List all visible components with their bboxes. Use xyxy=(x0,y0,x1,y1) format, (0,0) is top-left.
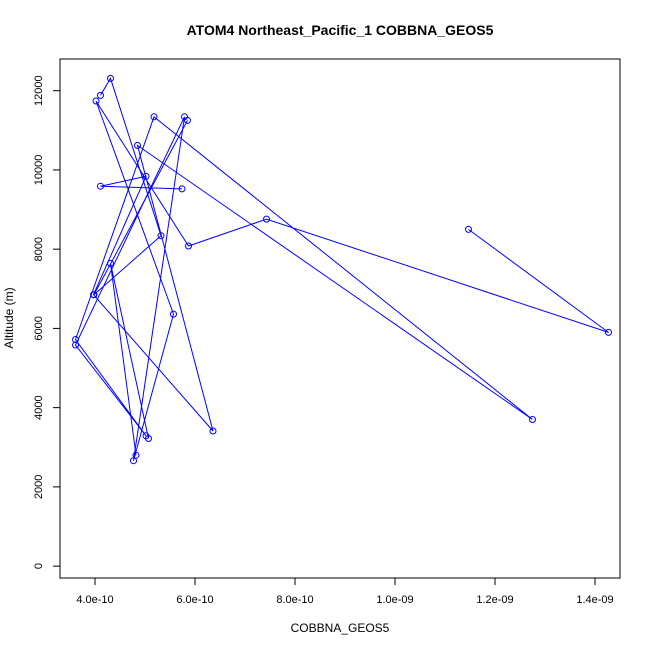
data-point xyxy=(107,74,114,82)
y-tick-label: 12000 xyxy=(33,75,45,106)
x-tick-label: 8.0e-10 xyxy=(276,594,313,606)
y-axis-label: Altitude (m) xyxy=(2,287,16,348)
y-tick-label: 4000 xyxy=(33,395,45,419)
x-axis: 4.0e-10 6.0e-10 8.0e-10 1.0e-09 1.2e-09 1.4e-… xyxy=(76,578,614,606)
data-point xyxy=(150,113,158,121)
y-tick-label: 2000 xyxy=(33,475,45,499)
x-tick-label: 1.2e-09 xyxy=(476,594,513,606)
data-point xyxy=(72,336,79,343)
y-axis: 0 2000 4000 6000 8000 10000 12000 xyxy=(33,75,60,569)
data-point xyxy=(134,141,141,149)
chart-title: ATOM4 Northeast_Pacific_1 COBBNA_GEOS5 xyxy=(187,22,494,38)
data-point xyxy=(97,182,104,190)
x-tick-label: 4.0e-10 xyxy=(76,594,113,606)
data-point xyxy=(605,328,612,336)
x-tick-label: 1.0e-09 xyxy=(376,594,413,606)
y-tick-label: 10000 xyxy=(33,155,45,186)
series-line xyxy=(93,77,188,296)
data-point xyxy=(185,242,192,250)
series-line xyxy=(74,100,609,461)
data-point xyxy=(92,97,100,105)
data-point xyxy=(178,185,186,193)
y-tick-label: 0 xyxy=(33,563,45,569)
data-point xyxy=(97,91,104,99)
plot-area xyxy=(72,74,612,465)
data-point xyxy=(529,416,536,423)
data-point xyxy=(184,116,191,124)
data-point xyxy=(90,291,98,299)
data-point xyxy=(465,225,472,233)
data-point xyxy=(142,172,150,180)
data-point xyxy=(132,451,140,459)
data-point xyxy=(145,435,152,442)
x-tick-label: 6.0e-10 xyxy=(176,594,213,606)
y-tick-label: 8000 xyxy=(33,237,45,261)
data-point xyxy=(130,457,137,465)
data-point xyxy=(157,232,165,240)
data-point xyxy=(209,427,217,435)
x-tick-label: 1.4e-09 xyxy=(576,594,613,606)
x-axis-label: COBBNA_GEOS5 xyxy=(291,621,390,635)
y-tick-label: 6000 xyxy=(33,316,45,340)
plot-frame xyxy=(59,58,621,579)
series-line xyxy=(110,263,149,456)
data-point xyxy=(263,215,270,223)
data-point xyxy=(107,259,114,267)
data-point xyxy=(170,310,177,318)
